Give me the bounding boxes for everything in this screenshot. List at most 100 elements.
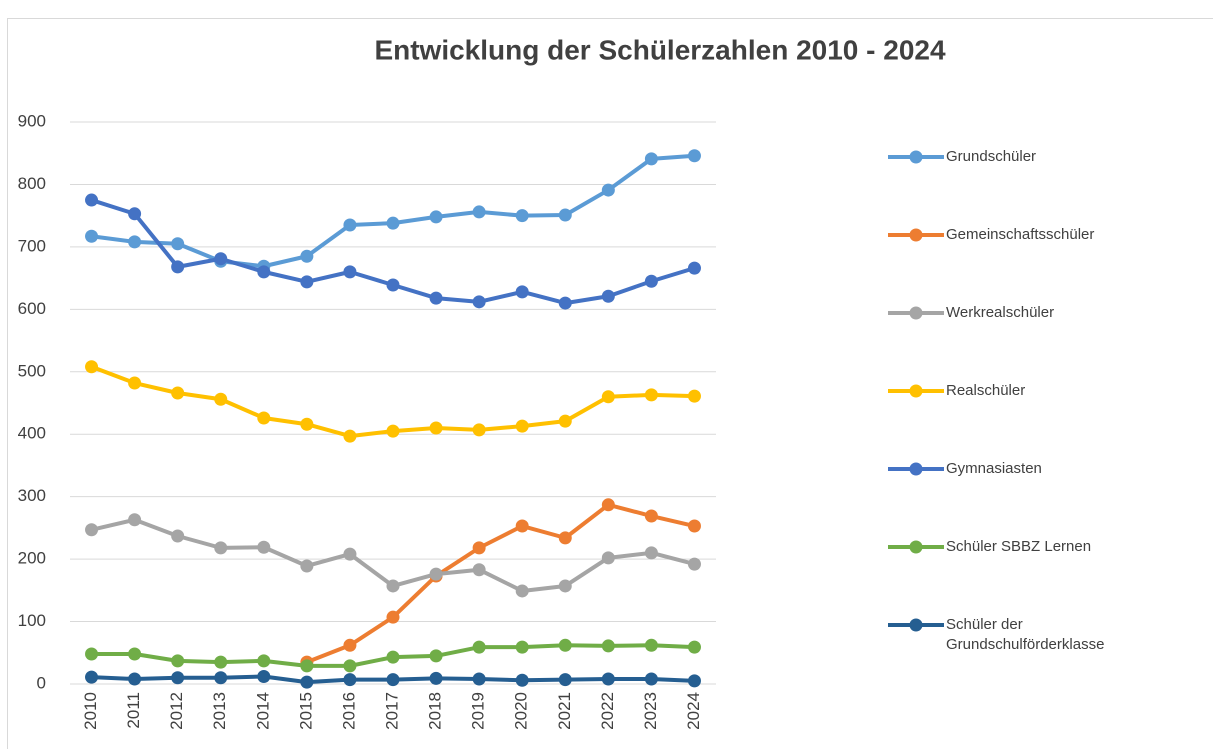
x-tick-label: 2014 <box>253 692 272 730</box>
data-point <box>257 654 271 668</box>
data-point <box>300 249 314 263</box>
legend-label: Gemeinschaftsschüler <box>946 226 1095 243</box>
legend-label: Gymnasiasten <box>946 460 1042 477</box>
data-point <box>558 673 572 687</box>
legend-label: Grundschüler <box>946 148 1037 165</box>
data-point <box>515 209 529 223</box>
data-point <box>386 579 400 593</box>
data-point <box>128 672 142 686</box>
series-line <box>91 153 695 269</box>
y-tick-label: 200 <box>18 549 46 568</box>
data-point <box>214 252 228 266</box>
data-point <box>85 193 99 207</box>
data-point <box>214 671 228 685</box>
data-point <box>601 390 615 404</box>
data-point <box>128 207 142 221</box>
data-point <box>85 360 99 374</box>
legend-label: Werkrealschüler <box>946 304 1055 321</box>
y-tick-label: 800 <box>18 174 46 193</box>
data-point <box>386 424 400 438</box>
data-point <box>429 291 443 305</box>
data-point <box>687 261 701 275</box>
data-point <box>171 386 185 400</box>
data-point <box>386 650 400 664</box>
data-point <box>558 208 572 222</box>
x-tick-label: 2024 <box>684 692 703 730</box>
data-point <box>257 540 271 554</box>
data-point <box>386 610 400 624</box>
y-tick-label: 400 <box>18 424 46 443</box>
data-point <box>85 523 99 537</box>
data-point <box>386 216 400 230</box>
x-tick-label: 2010 <box>81 692 100 730</box>
legend-marker <box>909 462 923 476</box>
legend-marker <box>909 540 923 554</box>
data-point <box>429 210 443 224</box>
data-point <box>644 546 658 560</box>
x-tick-label: 2012 <box>167 692 186 730</box>
data-point <box>171 654 185 668</box>
data-point <box>343 265 357 279</box>
legend-label: Realschüler <box>946 382 1026 399</box>
data-point <box>85 229 99 243</box>
y-tick-label: 500 <box>18 361 46 380</box>
chart-border <box>7 18 1213 749</box>
data-point <box>343 659 357 673</box>
chart-title: Entwicklung der Schülerzahlen 2010 - 202… <box>374 34 946 65</box>
data-point <box>171 671 185 685</box>
data-point <box>128 376 142 390</box>
legend-marker <box>909 228 923 242</box>
data-point <box>472 205 486 219</box>
x-tick-label: 2023 <box>641 692 660 730</box>
data-point <box>472 295 486 309</box>
data-point <box>343 547 357 561</box>
data-point <box>644 672 658 686</box>
data-point <box>515 519 529 533</box>
y-tick-label: 700 <box>18 236 46 255</box>
data-point <box>300 675 314 689</box>
data-point <box>343 673 357 687</box>
data-point <box>171 237 185 251</box>
data-point <box>128 647 142 661</box>
data-point <box>644 274 658 288</box>
x-tick-label: 2021 <box>555 692 574 730</box>
data-point <box>515 673 529 687</box>
x-tick-label: 2016 <box>339 692 358 730</box>
y-tick-label: 100 <box>18 611 46 630</box>
x-tick-label: 2011 <box>124 692 143 729</box>
x-tick-label: 2018 <box>426 692 445 730</box>
data-point <box>558 638 572 652</box>
data-point <box>429 421 443 435</box>
data-point <box>472 672 486 686</box>
data-point <box>386 673 400 687</box>
x-tick-label: 2015 <box>296 692 315 730</box>
legend-marker <box>909 384 923 398</box>
data-point <box>472 541 486 555</box>
legend-label: Schüler SBBZ Lernen <box>946 538 1092 555</box>
data-point <box>601 672 615 686</box>
data-point <box>171 529 185 543</box>
data-point <box>343 218 357 232</box>
x-tick-label: 2020 <box>512 692 531 730</box>
x-tick-label: 2022 <box>598 692 617 730</box>
legend-marker <box>909 150 923 164</box>
data-point <box>214 392 228 406</box>
data-point <box>644 152 658 166</box>
data-point <box>644 509 658 523</box>
data-point <box>171 260 185 274</box>
y-tick-label: 600 <box>18 299 46 318</box>
data-point <box>558 579 572 593</box>
data-point <box>515 419 529 433</box>
data-point <box>300 659 314 673</box>
data-point <box>343 429 357 443</box>
data-point <box>128 235 142 249</box>
data-point <box>472 640 486 654</box>
data-point <box>429 567 443 581</box>
data-point <box>257 411 271 425</box>
data-point <box>429 671 443 685</box>
data-point <box>300 559 314 573</box>
data-point <box>558 414 572 428</box>
data-point <box>644 388 658 402</box>
data-point <box>601 289 615 303</box>
